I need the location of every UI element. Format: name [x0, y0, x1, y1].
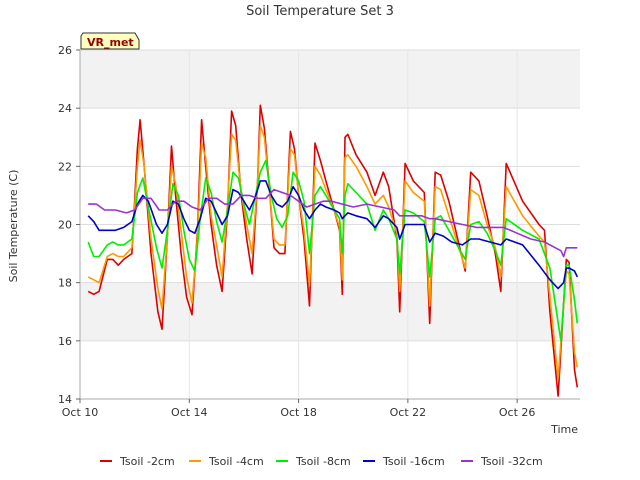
plot-band [80, 50, 580, 109]
y-tick-label: 24 [58, 102, 72, 115]
legend-label: Tsoil -32cm [480, 455, 543, 468]
series-line-tsoil-16cm [87, 180, 579, 290]
site-badge: VR_met [80, 32, 140, 50]
y-tick-label: 22 [58, 160, 72, 173]
series-line-tsoil-32cm [88, 188, 578, 258]
legend-item: Tsoil -16cm [363, 455, 445, 468]
x-tick-label: Oct 10 [62, 406, 99, 419]
y-tick-label: 18 [58, 277, 72, 290]
site-badge-label: VR_met [87, 36, 134, 49]
legend-label: Tsoil -2cm [119, 455, 175, 468]
legend-item: Tsoil -32cm [461, 455, 543, 468]
x-tick-label: Oct 22 [390, 406, 427, 419]
legend-item: Tsoil -8cm [276, 455, 351, 468]
legend-item: Tsoil -4cm [189, 455, 264, 468]
legend-label: Tsoil -16cm [382, 455, 445, 468]
x-tick-label: Oct 18 [280, 406, 317, 419]
y-tick-label: 14 [58, 393, 72, 406]
chart-title: Soil Temperature Set 3 [246, 4, 394, 19]
y-tick-label: 16 [58, 335, 72, 348]
x-tick-label: Oct 14 [171, 406, 208, 419]
y-axis-label: Soil Temperature (C) [7, 170, 20, 283]
x-tick-label: Oct 26 [499, 406, 536, 419]
x-axis-label: Time [550, 423, 578, 436]
x-axis-ticks: Oct 10 Oct 14 Oct 18 Oct 22 Oct 26 [62, 399, 536, 419]
legend: Tsoil -2cm Tsoil -4cm Tsoil -8cm Tsoil -16c… [100, 455, 543, 468]
y-tick-label: 20 [58, 219, 72, 232]
legend-label: Tsoil -4cm [208, 455, 264, 468]
legend-label: Tsoil -8cm [295, 455, 351, 468]
series-lines [87, 104, 579, 397]
y-tick-label: 26 [58, 44, 72, 57]
series-line-tsoil-8cm [87, 159, 579, 342]
y-axis-ticks: 14 16 18 20 22 24 26 [58, 44, 80, 406]
legend-item: Tsoil -2cm [100, 455, 175, 468]
